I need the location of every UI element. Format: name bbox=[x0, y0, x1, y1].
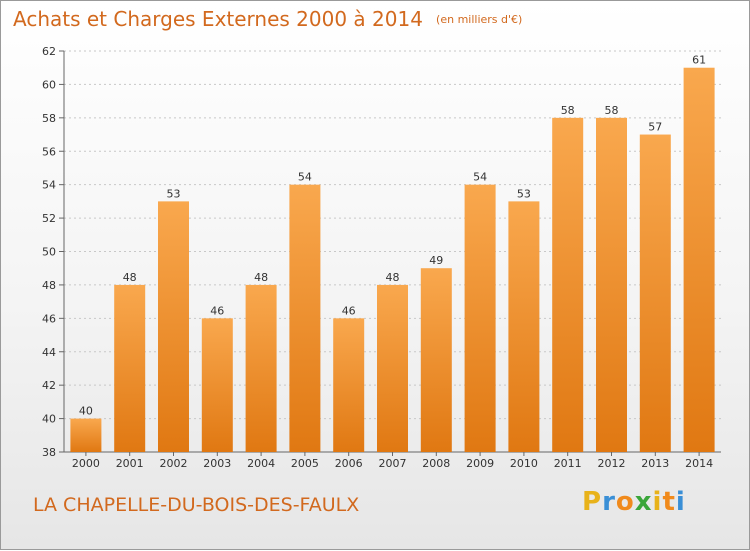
x-tick-label: 2010 bbox=[510, 457, 538, 470]
x-tick-label: 2006 bbox=[335, 457, 363, 470]
place-name: LA CHAPELLE-DU-BOIS-DES-FAULX bbox=[33, 494, 360, 516]
y-tick-label: 38 bbox=[42, 446, 56, 459]
bar bbox=[114, 284, 146, 452]
data-label: 58 bbox=[561, 104, 575, 117]
bar bbox=[377, 284, 408, 452]
data-label: 48 bbox=[123, 271, 137, 284]
logo-letter: o bbox=[615, 487, 635, 517]
data-label: 54 bbox=[473, 171, 487, 184]
y-tick-label: 50 bbox=[42, 246, 56, 259]
data-label: 48 bbox=[254, 271, 268, 284]
logo-letter: x bbox=[634, 487, 653, 517]
y-tick-label: 40 bbox=[42, 413, 56, 426]
y-tick-label: 52 bbox=[42, 212, 56, 225]
bar bbox=[596, 117, 627, 452]
data-label: 49 bbox=[429, 254, 443, 267]
data-label: 53 bbox=[517, 187, 531, 200]
proxiti-logo: Proxiti bbox=[582, 487, 686, 517]
logo-letter: i bbox=[675, 487, 686, 517]
data-label: 40 bbox=[79, 405, 93, 418]
x-tick-label: 2001 bbox=[116, 457, 144, 470]
data-label: 54 bbox=[298, 171, 312, 184]
data-label: 53 bbox=[167, 187, 181, 200]
data-label: 48 bbox=[386, 271, 400, 284]
bar bbox=[245, 284, 277, 452]
bar bbox=[552, 117, 584, 452]
logo-letter: i bbox=[652, 487, 663, 517]
logo-letter: r bbox=[602, 487, 616, 517]
bar bbox=[158, 201, 189, 452]
data-label: 61 bbox=[692, 54, 706, 67]
y-tick-label: 44 bbox=[42, 346, 56, 359]
x-tick-label: 2008 bbox=[422, 457, 450, 470]
bar bbox=[201, 318, 233, 452]
x-tick-label: 2007 bbox=[379, 457, 407, 470]
bar bbox=[639, 134, 671, 452]
x-tick-label: 2005 bbox=[291, 457, 319, 470]
y-tick-label: 60 bbox=[42, 78, 56, 91]
x-tick-label: 2000 bbox=[72, 457, 100, 470]
x-tick-label: 2002 bbox=[160, 457, 188, 470]
chart-title: Achats et Charges Externes 2000 à 2014 bbox=[13, 7, 423, 31]
bar bbox=[420, 268, 452, 452]
chart-title-block: Achats et Charges Externes 2000 à 2014 (… bbox=[13, 7, 522, 31]
x-tick-label: 2014 bbox=[685, 457, 713, 470]
bar bbox=[683, 67, 715, 452]
logo-letter: t bbox=[662, 487, 676, 517]
y-tick-label: 54 bbox=[42, 179, 56, 192]
x-tick-label: 2004 bbox=[247, 457, 275, 470]
data-label: 57 bbox=[648, 121, 662, 134]
unit-note: (en milliers d'€) bbox=[436, 13, 523, 26]
x-tick-label: 2011 bbox=[554, 457, 582, 470]
bar bbox=[508, 201, 540, 452]
y-tick-label: 42 bbox=[42, 379, 56, 392]
y-tick-label: 62 bbox=[42, 45, 56, 58]
bar bbox=[289, 184, 321, 452]
x-tick-label: 2012 bbox=[598, 457, 626, 470]
bar bbox=[70, 418, 102, 452]
bar bbox=[333, 318, 365, 452]
y-tick-label: 46 bbox=[42, 312, 56, 325]
logo-letter: P bbox=[582, 487, 603, 517]
x-tick-label: 2003 bbox=[203, 457, 231, 470]
x-tick-label: 2013 bbox=[641, 457, 669, 470]
data-label: 58 bbox=[605, 104, 619, 117]
bar bbox=[464, 184, 496, 452]
data-label: 46 bbox=[342, 304, 356, 317]
y-tick-label: 58 bbox=[42, 112, 56, 125]
y-tick-label: 56 bbox=[42, 145, 56, 158]
data-label: 46 bbox=[210, 304, 224, 317]
y-tick-label: 48 bbox=[42, 279, 56, 292]
x-tick-label: 2009 bbox=[466, 457, 494, 470]
